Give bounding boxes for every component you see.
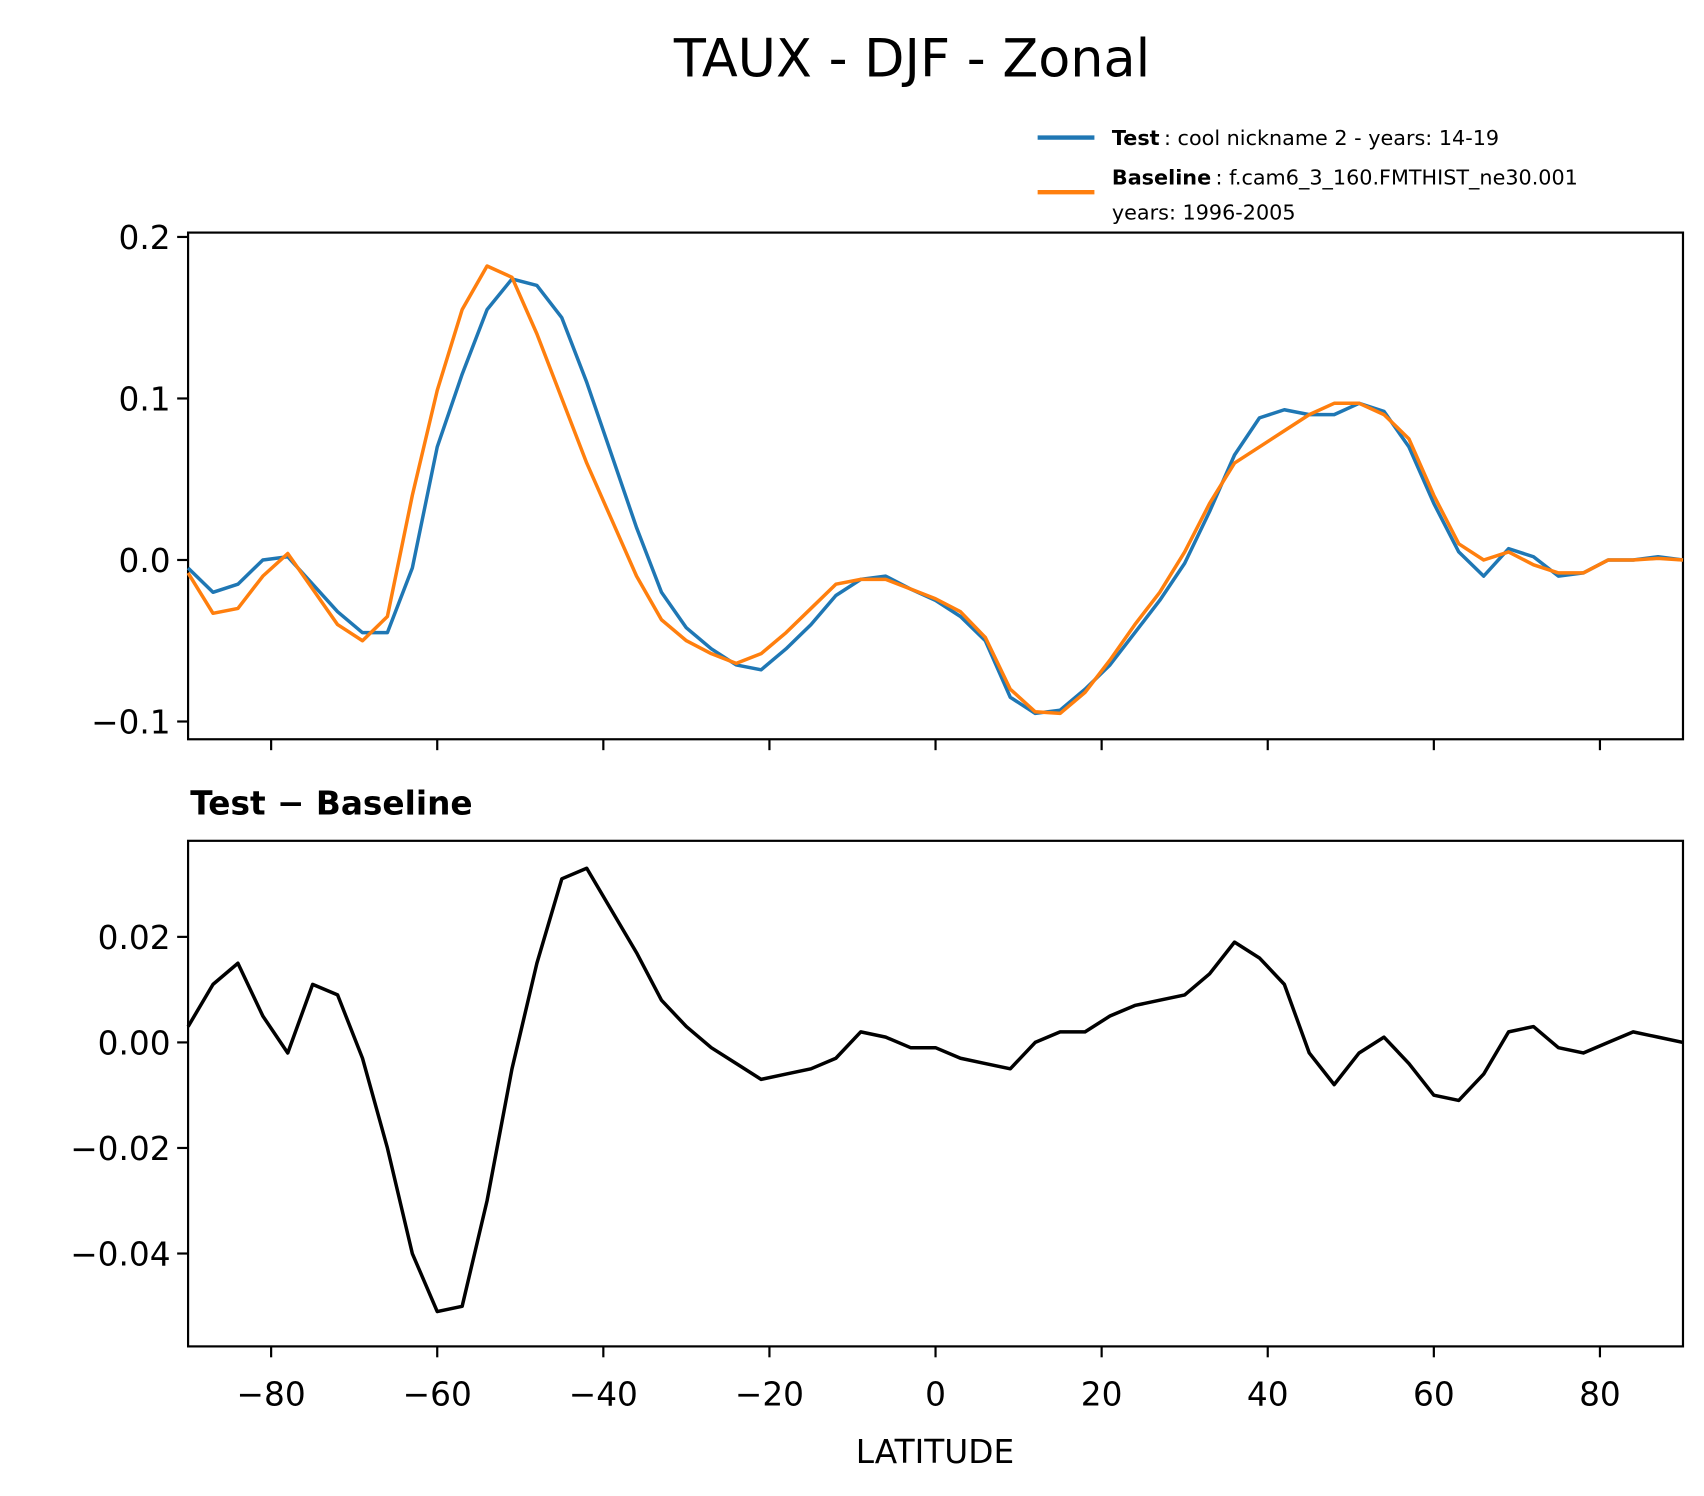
x-tick-label: −80 <box>237 1375 306 1413</box>
y-tick-label: 0.02 <box>98 919 171 957</box>
legend-description: : cool nickname 2 - years: 14-19 <box>1164 126 1499 150</box>
x-tick-label: 40 <box>1247 1375 1289 1413</box>
x-tick-label: −20 <box>735 1375 804 1413</box>
x-tick-label: 80 <box>1579 1375 1621 1413</box>
x-tick-label: 0 <box>925 1375 946 1413</box>
legend-entry: Baseline: f.cam6_3_160.FMTHIST_ne30.001 <box>1112 166 1578 191</box>
panel-title: Test − Baseline <box>190 785 472 823</box>
legend-entry: Test: cool nickname 2 - years: 14-19 <box>1112 126 1499 150</box>
figure-title: TAUX - DJF - Zonal <box>673 28 1150 89</box>
legend-description: years: 1996-2005 <box>1112 200 1296 224</box>
y-tick-label: 0.00 <box>98 1024 171 1062</box>
y-tick-label: 0.0 <box>119 542 171 580</box>
y-tick-label: 0.2 <box>119 219 171 257</box>
legend-name: Test <box>1112 126 1160 150</box>
legend-entry: years: 1996-2005 <box>1112 200 1296 224</box>
x-tick-label: −40 <box>569 1375 638 1413</box>
series-line <box>186 264 1684 716</box>
legend-description: : f.cam6_3_160.FMTHIST_ne30.001 <box>1216 166 1578 191</box>
legend-name: Baseline <box>1112 166 1211 190</box>
x-tick-label: 20 <box>1081 1375 1123 1413</box>
x-axis-label: LATITUDE <box>856 1433 1014 1471</box>
x-tick-label: 60 <box>1413 1375 1455 1413</box>
y-tick-label: −0.04 <box>70 1236 170 1274</box>
y-tick-label: 0.1 <box>119 380 171 418</box>
series-line <box>186 866 1684 1314</box>
y-tick-label: −0.02 <box>70 1130 170 1168</box>
y-tick-label: −0.1 <box>91 704 171 742</box>
x-tick-label: −60 <box>403 1375 472 1413</box>
